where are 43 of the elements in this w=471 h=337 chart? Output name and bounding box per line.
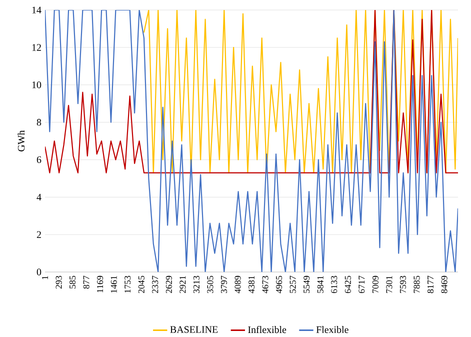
x-tick-label: 6133 (331, 276, 338, 294)
x-tick-label: 1461 (110, 276, 117, 293)
legend-label: Flexible (316, 326, 348, 334)
y-tick-label: 6 (36, 156, 42, 164)
x-tick-label: 3213 (193, 276, 200, 294)
x-tick-label: 8177 (427, 276, 434, 294)
x-tick-label: 2337 (152, 276, 158, 294)
y-tick-label: 10 (32, 81, 42, 88)
line-series (143, 10, 458, 174)
x-tick-label: 2629 (166, 276, 172, 294)
x-tick-label: 1 (42, 276, 48, 280)
y-tick-label: 12 (32, 44, 41, 51)
y-axis-title: GWh (18, 130, 25, 152)
x-tick-label: 4965 (276, 276, 282, 294)
x-tick-label: 877 (83, 276, 90, 289)
x-tick-label: 585 (70, 276, 76, 288)
legend-label: Inflexible (248, 326, 286, 334)
x-tick-label: 5257 (290, 276, 296, 293)
x-tick-label: 7885 (414, 276, 420, 293)
x-tick-label: 7009 (372, 276, 378, 293)
x-tick-label: 4673 (262, 276, 268, 294)
x-tick-label: 3505 (207, 276, 214, 294)
x-tick-label: 7593 (400, 276, 406, 293)
x-tick-label: 3797 (220, 276, 228, 294)
y-tick-label: 8 (36, 118, 42, 126)
x-tick-label: 5841 (317, 276, 324, 293)
x-tick-label: 6425 (344, 276, 351, 294)
x-tick-label: 1169 (97, 276, 104, 292)
y-tick-label: 14 (32, 6, 42, 14)
x-tick-label: 1753 (124, 276, 131, 293)
x-tick-label: 293 (56, 276, 62, 289)
legend-label: BASELINE (170, 326, 218, 333)
y-tick-label: 2 (36, 231, 41, 238)
x-tick-label: 4381 (248, 276, 255, 294)
x-tick-label: 6717 (358, 276, 365, 294)
x-tick-label: 2045 (138, 276, 144, 294)
x-tick-label: 8469 (441, 276, 448, 294)
y-tick-label: 4 (36, 194, 42, 200)
x-tick-label: 7301 (386, 276, 392, 293)
x-tick-label: 4089 (234, 276, 241, 294)
x-tick-label: 2921 (180, 276, 186, 294)
x-tick-label: 5549 (304, 276, 310, 293)
y-tick-label: 0 (36, 268, 42, 276)
